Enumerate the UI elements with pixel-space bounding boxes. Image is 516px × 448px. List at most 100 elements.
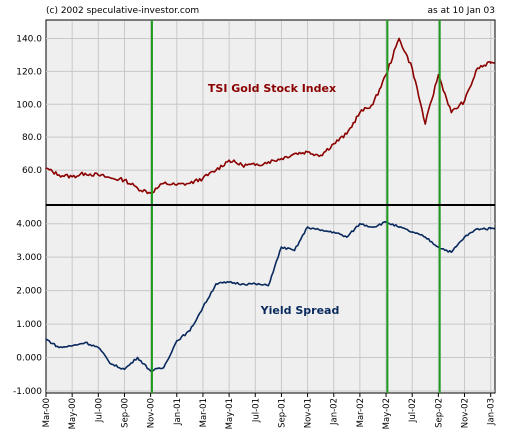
y-tick-label: 2.000: [16, 287, 42, 297]
vertical-marker-lines: [150, 20, 441, 393]
x-tick-label: Nov-01: [304, 398, 314, 428]
gold-index-point: [332, 143, 335, 145]
gold-index-point: [97, 174, 100, 176]
yield-spread-point: [58, 346, 60, 349]
gold-index-label: TSI Gold Stock Index: [208, 82, 336, 95]
x-tick-label: Mar-02: [356, 398, 366, 427]
gold-index-point: [372, 103, 374, 106]
gold-index-point: [58, 174, 60, 176]
yield-spread-point: [123, 368, 126, 371]
gold-index-point: [411, 67, 414, 69]
yield-spread-point: [359, 222, 361, 225]
x-tick-label: Jul-01: [251, 398, 261, 423]
gold-index-point: [71, 175, 73, 178]
x-tick-label: Jul-02: [408, 398, 418, 423]
gold-index-point: [84, 172, 86, 175]
x-tick-label: Sep-00: [121, 398, 131, 428]
x-tick-label: Jan-02: [330, 398, 340, 426]
yield-spread-point: [398, 226, 400, 228]
y-tick-label: -1.000: [13, 387, 42, 397]
gold-index-point: [489, 62, 492, 64]
yield-spread-point: [424, 236, 427, 238]
gold-index-point: [346, 133, 348, 135]
x-tick-label: May-02: [382, 398, 392, 429]
yield-spread-point: [306, 226, 309, 228]
yield-spread-point: [136, 356, 139, 359]
y-tick-label: 60.0: [22, 166, 42, 176]
gold-index-point: [424, 123, 427, 125]
y-tick-label: 80.0: [22, 133, 42, 143]
yield-spread-point: [189, 330, 191, 332]
plot-area: [45, 19, 496, 394]
y-tick-label: 3.000: [16, 253, 42, 263]
gold-index-point: [398, 37, 400, 40]
yield-spread-point: [228, 281, 230, 284]
yield-spread-point: [280, 246, 283, 248]
yield-spread-point: [71, 345, 73, 347]
y-tick-label: 120.0: [16, 67, 42, 77]
gold-index-point: [176, 184, 178, 186]
yield-spread-point: [45, 338, 47, 340]
x-tick-label: Nov-00: [147, 398, 157, 428]
gold-index-point: [123, 179, 126, 181]
series-lines: [45, 37, 495, 373]
yield-spread-point: [476, 227, 479, 230]
yield-spread-point: [176, 340, 178, 342]
yield-spread-label: Yield Spread: [260, 304, 340, 317]
gold-index-point: [306, 151, 309, 153]
gold-index-point: [228, 159, 230, 161]
gold-index-point: [476, 67, 479, 69]
y-tick-label: 140.0: [16, 34, 42, 44]
yield-spread-point: [110, 363, 113, 366]
yield-spread-point: [84, 341, 86, 344]
yield-spread-point: [332, 231, 335, 233]
gold-index-point: [463, 100, 466, 102]
yield-spread-point: [346, 236, 348, 238]
yield-spread-point: [202, 306, 204, 309]
gold-index-point: [319, 154, 322, 157]
yield-spread-point: [241, 283, 243, 285]
gold-index-point: [359, 111, 361, 114]
gold-index-point: [280, 157, 283, 160]
x-tick-label: Mar-01: [199, 398, 209, 427]
yield-spread-point: [254, 283, 257, 285]
yield-spread-point: [450, 251, 453, 253]
x-tick-label: Mar-00: [42, 398, 52, 427]
gold-index-point: [136, 187, 139, 189]
yield-spread-point: [489, 227, 492, 230]
x-tick-label: Nov-02: [461, 398, 471, 428]
yield-spread-point: [97, 346, 100, 349]
gold-index-point: [189, 182, 191, 185]
x-tick-label: May-00: [68, 398, 78, 429]
yield-spread-point: [267, 284, 270, 287]
yield-spread-point: [319, 229, 322, 232]
x-tick-label: Sep-02: [434, 398, 444, 428]
x-tick-label: Sep-01: [277, 398, 287, 428]
y-tick-label: 100.0: [16, 100, 42, 110]
yield-spread-point: [411, 231, 414, 233]
y-tick-label: 0.000: [16, 354, 42, 364]
grid-lines: [46, 21, 495, 392]
gold-index-point: [241, 164, 243, 166]
gold-index-point: [110, 177, 113, 180]
yield-spread-point: [463, 236, 466, 238]
gold-index-point: [45, 167, 47, 170]
x-tick-label: Jan-03: [487, 398, 497, 426]
yield-spread-point: [215, 283, 217, 285]
yield-spread-point: [372, 226, 374, 228]
gold-index-point: [293, 152, 296, 155]
gold-index-point: [202, 177, 204, 180]
gold-index-point: [450, 111, 453, 114]
x-tick-label: Jul-00: [94, 398, 104, 423]
gold-index-point: [254, 164, 257, 166]
gold-index-point: [267, 161, 270, 163]
y-tick-label: 4.000: [16, 220, 42, 230]
as-at-date-text: as at 10 Jan 03: [428, 6, 495, 16]
copyright-text: (c) 2002 speculative-investor.com: [46, 6, 199, 16]
y-tick-label: 1.000: [16, 320, 42, 330]
axis-ticks: 140.0 120.0 100.0 80.0 60.0 4.000 3.000 2.000 1.…: [13, 34, 497, 429]
yield-spread-point: [162, 366, 165, 369]
yield-spread-point: [293, 249, 296, 252]
x-tick-label: May-01: [225, 398, 235, 429]
